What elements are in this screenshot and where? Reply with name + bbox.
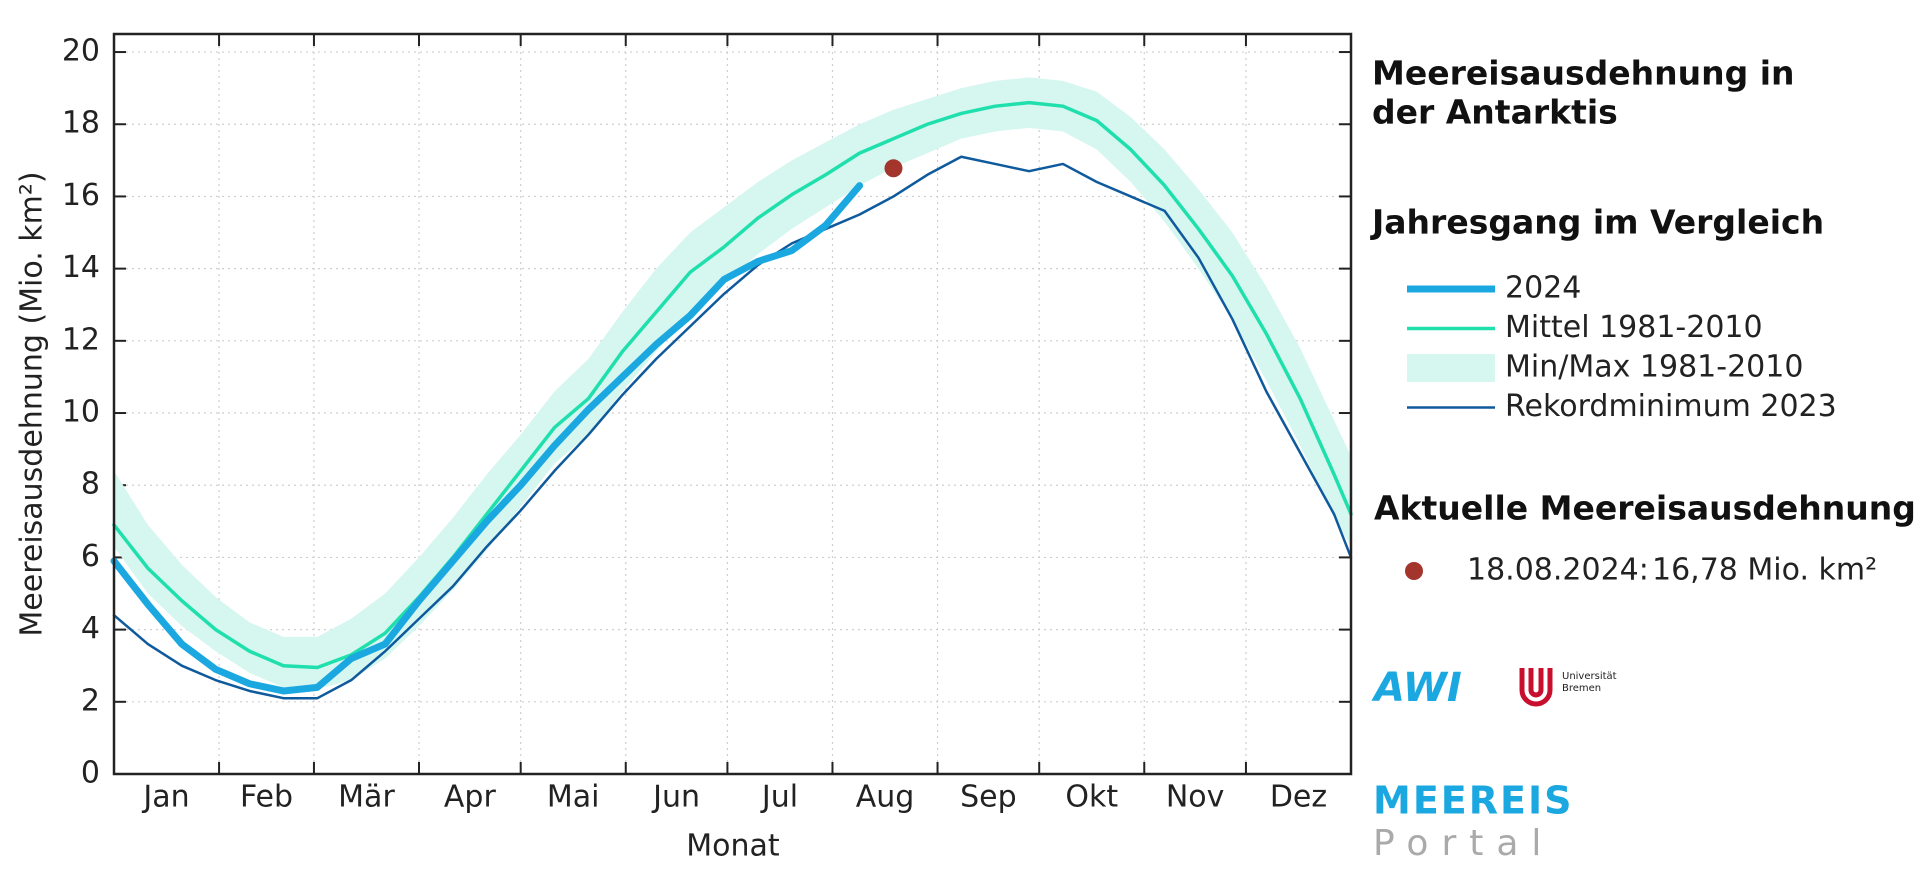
legend-current-dot <box>1405 562 1423 580</box>
legend: 2024 Mittel 1981-2010 Min/Max 1981-2010 Rek… <box>1405 271 1837 580</box>
x-tick-label: Okt <box>1065 780 1118 815</box>
uni-logo <box>1519 668 1553 707</box>
plot-area <box>110 32 1353 776</box>
x-tick-label: Mär <box>338 780 395 815</box>
chart-title: Meereisausdehnung in <box>1372 54 1795 93</box>
legend-label: 2024 <box>1505 271 1581 306</box>
current-date: 18.08.2024: <box>1467 553 1649 588</box>
uni-name: Bremen <box>1562 683 1601 694</box>
y-tick-label: 2 <box>81 683 100 718</box>
portal-logo: Portal <box>1373 823 1554 864</box>
y-tick-label: 6 <box>81 539 100 574</box>
x-axis-label: Monat <box>686 829 780 864</box>
y-tick-label: 16 <box>62 178 100 213</box>
y-axis-label: Meereisausdehnung (Mio. km²) <box>15 171 50 636</box>
series-line <box>112 100 1353 670</box>
uni-name: Universität <box>1562 671 1617 682</box>
x-tick-label: Jun <box>651 780 700 815</box>
x-tick-label: Apr <box>444 780 497 815</box>
awi-logo: AWI <box>1371 665 1462 711</box>
x-tick-label: Mai <box>547 780 600 815</box>
current-title: Aktuelle Meereisausdehnung <box>1374 489 1916 528</box>
y-tick-label: 14 <box>62 250 100 285</box>
chart-title: der Antarktis <box>1372 93 1618 132</box>
x-tick-label: Aug <box>856 780 915 815</box>
y-tick-label: 10 <box>62 395 100 430</box>
x-tick-label: Jul <box>760 780 798 815</box>
legend-label: Mittel 1981-2010 <box>1505 310 1763 345</box>
y-tick-label: 4 <box>81 611 100 646</box>
x-tick-label: Jan <box>141 780 189 815</box>
legend-swatch <box>1407 354 1495 382</box>
x-tick-label: Feb <box>240 780 293 815</box>
portal-logo: MEEREIS <box>1373 779 1573 823</box>
legend-label: Rekordminimum 2023 <box>1505 389 1837 424</box>
y-tick-label: 12 <box>62 322 100 357</box>
y-tick-label: 18 <box>62 106 100 141</box>
current-value-label: 16,78 Mio. km² <box>1652 553 1877 588</box>
legend-label: Min/Max 1981-2010 <box>1505 350 1803 385</box>
y-tick-label: 0 <box>81 756 100 791</box>
x-tick-label: Sep <box>960 780 1017 815</box>
plot-frame <box>112 32 1353 776</box>
y-tick-label: 8 <box>81 467 100 502</box>
series-line <box>110 182 864 695</box>
x-tick-label: Dez <box>1270 780 1327 815</box>
min-max-band <box>114 77 1351 690</box>
y-tick-label: 20 <box>62 34 100 69</box>
x-tick-label: Nov <box>1166 780 1225 815</box>
current-point <box>884 159 903 178</box>
series-line <box>112 155 1353 700</box>
legend-title: Jahresgang im Vergleich <box>1370 203 1824 242</box>
